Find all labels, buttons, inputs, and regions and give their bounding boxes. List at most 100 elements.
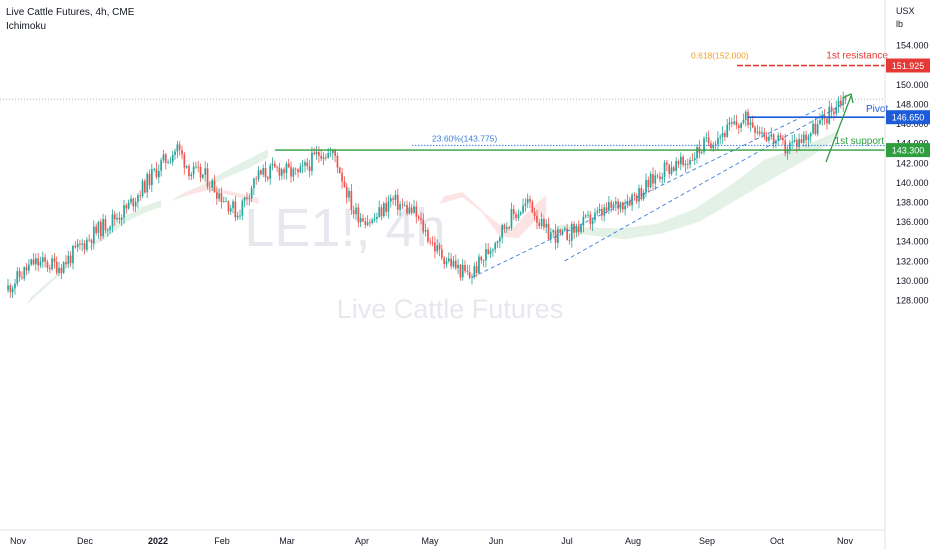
time-tick-label: Apr bbox=[355, 536, 369, 546]
candle-body bbox=[420, 217, 422, 220]
candle-body bbox=[102, 219, 104, 237]
candle-body bbox=[55, 261, 58, 273]
candle-body bbox=[174, 151, 176, 155]
candle-body bbox=[638, 188, 640, 202]
candle-body bbox=[127, 202, 130, 209]
candle-body bbox=[410, 207, 413, 213]
candle-body bbox=[14, 283, 16, 289]
candle-body bbox=[656, 175, 659, 177]
candle-body bbox=[652, 174, 654, 184]
indicator-label[interactable]: Ichimoku bbox=[6, 21, 47, 32]
candle-body bbox=[789, 142, 791, 150]
candle-body bbox=[786, 149, 789, 154]
candle-body bbox=[213, 180, 216, 193]
candle-body bbox=[299, 166, 302, 173]
candle-body bbox=[756, 131, 759, 133]
candle-body bbox=[459, 264, 462, 278]
candle-body bbox=[445, 261, 448, 265]
candle-body bbox=[399, 204, 401, 210]
candle-body bbox=[487, 249, 490, 254]
candle-body bbox=[429, 241, 432, 243]
candle-body bbox=[181, 149, 183, 155]
candle-body bbox=[44, 257, 46, 262]
candle-body bbox=[515, 214, 517, 219]
candle-body bbox=[540, 218, 543, 227]
candle-body bbox=[32, 259, 35, 265]
candle-body bbox=[473, 266, 476, 277]
time-tick-label: Aug bbox=[625, 536, 641, 546]
candle-body bbox=[11, 288, 14, 293]
candle-body bbox=[280, 169, 283, 176]
price-tick-label: 142.000 bbox=[896, 158, 929, 168]
candle-body bbox=[814, 123, 817, 134]
candle-body bbox=[21, 277, 23, 279]
candle-body bbox=[468, 272, 471, 278]
candle-body bbox=[443, 257, 445, 264]
candle-body bbox=[169, 161, 172, 163]
candle-body bbox=[670, 167, 673, 174]
candle-body bbox=[222, 201, 225, 203]
candle-body bbox=[74, 246, 77, 248]
candle-body bbox=[76, 243, 79, 248]
candle-body bbox=[772, 134, 775, 144]
candle-body bbox=[700, 152, 703, 154]
time-tick-label: Mar bbox=[279, 536, 295, 546]
candle-body bbox=[383, 203, 385, 217]
candle-body bbox=[53, 258, 56, 262]
price-tick-label: 136.000 bbox=[896, 217, 929, 227]
candle-body bbox=[320, 155, 323, 159]
candle-body bbox=[199, 167, 202, 178]
candle-body bbox=[526, 198, 529, 204]
candle-body bbox=[538, 222, 541, 227]
chart-title[interactable]: Live Cattle Futures, 4h, CME bbox=[6, 7, 135, 18]
candle-body bbox=[396, 194, 399, 210]
candle-body bbox=[626, 201, 629, 206]
candle-body bbox=[195, 166, 197, 168]
candle-body bbox=[693, 158, 696, 161]
candle-body bbox=[731, 122, 733, 124]
candle-body bbox=[178, 144, 181, 150]
candle-body bbox=[726, 124, 729, 137]
candle-body bbox=[577, 226, 580, 232]
candle-body bbox=[109, 226, 111, 230]
candle-body bbox=[489, 250, 492, 254]
candle-body bbox=[58, 267, 60, 273]
candle-body bbox=[696, 147, 698, 159]
candle-body bbox=[649, 174, 652, 188]
candle-body bbox=[28, 264, 30, 271]
candle-body bbox=[311, 152, 313, 171]
candle-body bbox=[332, 150, 334, 153]
candle-body bbox=[86, 239, 88, 250]
candle-body bbox=[793, 140, 796, 142]
candle-body bbox=[171, 155, 174, 162]
candle-body bbox=[236, 215, 239, 218]
candle-body bbox=[452, 260, 455, 267]
candle-body bbox=[503, 224, 506, 230]
time-tick-label: Nov bbox=[837, 536, 854, 546]
candle-body bbox=[160, 160, 162, 171]
cloud-bearish bbox=[439, 192, 547, 239]
candle-body bbox=[151, 169, 153, 186]
candle-body bbox=[717, 138, 719, 145]
candle-body bbox=[830, 106, 833, 112]
candle-body bbox=[475, 266, 478, 273]
candle-body bbox=[422, 219, 425, 232]
time-tick-label: Jun bbox=[489, 536, 504, 546]
candle-body bbox=[450, 258, 452, 267]
candle-body bbox=[608, 202, 610, 211]
candle-body bbox=[524, 203, 527, 206]
time-tick-label: May bbox=[421, 536, 439, 546]
candle-body bbox=[106, 229, 109, 231]
candle-body bbox=[684, 163, 687, 166]
candle-body bbox=[243, 197, 246, 201]
candle-body bbox=[72, 246, 74, 264]
candle-body bbox=[364, 221, 367, 225]
candle-body bbox=[744, 111, 747, 120]
candle-body bbox=[297, 169, 299, 173]
candle-body bbox=[253, 178, 255, 189]
candle-body bbox=[271, 163, 274, 166]
candle-body bbox=[118, 217, 121, 220]
candle-body bbox=[341, 172, 343, 182]
